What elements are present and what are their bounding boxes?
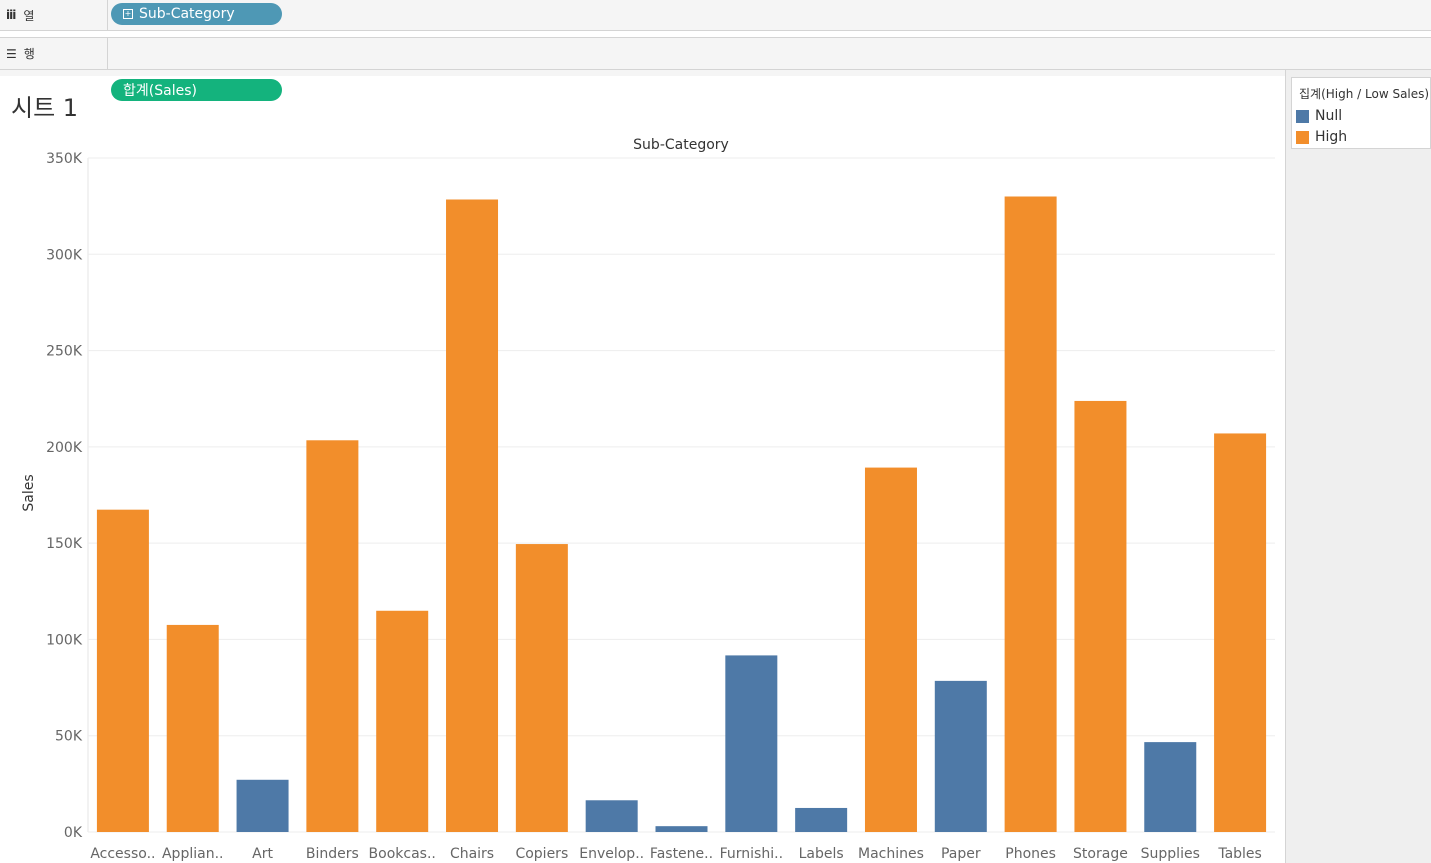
legend-item-null[interactable]: Null (1296, 108, 1342, 124)
bar-paper[interactable] (934, 680, 987, 832)
side-panel (1285, 70, 1431, 863)
x-tick-label: Envelop.. (579, 846, 644, 862)
bar-bookcas[interactable] (376, 610, 429, 832)
plus-box-icon[interactable]: + (123, 9, 133, 19)
bar-furnishi[interactable] (725, 655, 778, 832)
legend-label-high: High (1315, 129, 1348, 145)
legend-swatch-high (1296, 130, 1309, 144)
x-tick-label: Paper (941, 846, 981, 862)
bar-copiers[interactable] (515, 544, 568, 832)
sub-category-pill-label: Sub-Category (139, 6, 235, 22)
x-tick-label: Machines (858, 846, 924, 862)
x-tick-label: Binders (306, 846, 359, 862)
y-tick-label: 150K (46, 536, 83, 552)
rows-label: 행 (23, 47, 35, 61)
bar-supplies[interactable] (1144, 742, 1197, 832)
bar-tables[interactable] (1214, 433, 1267, 832)
bar-machines[interactable] (864, 467, 917, 832)
legend-swatch-null (1296, 109, 1309, 123)
bar-envelop[interactable] (585, 800, 638, 832)
y-tick-label: 250K (46, 344, 83, 360)
x-tick-label: Bookcas.. (369, 846, 436, 862)
rows-shelf-label: ☰ 행 (0, 38, 108, 69)
x-axis-ticks: Accesso.. Applian.. Art Binders Bookcas.. Cha… (90, 846, 1262, 862)
y-tick-label: 300K (46, 247, 83, 263)
bar-phones[interactable] (1004, 196, 1057, 833)
legend-title: 집계(High / Low Sales) (1299, 87, 1430, 101)
x-tick-label: Storage (1073, 846, 1128, 862)
x-tick-label: Supplies (1141, 846, 1200, 862)
rows-shelf: ☰ 행 합계(Sales) (0, 37, 1431, 101)
columns-icon: iii (6, 8, 16, 22)
y-axis-label: Sales (21, 474, 37, 511)
x-tick-label: Copiers (515, 846, 568, 862)
sum-sales-pill-label: 합계(Sales) (123, 83, 197, 99)
y-tick-label: 0K (64, 825, 83, 841)
x-tick-label: Accesso.. (90, 846, 155, 862)
x-tick-label: Applian.. (162, 846, 223, 862)
x-tick-label: Tables (1217, 846, 1262, 862)
sum-sales-pill[interactable]: 합계(Sales) (111, 79, 282, 101)
legend-item-high[interactable]: High (1296, 129, 1347, 145)
columns-label: 열 (23, 8, 35, 23)
y-tick-label: 50K (55, 729, 83, 745)
x-tick-label: Furnishi.. (720, 846, 783, 862)
columns-shelf: iii 열 + Sub-Category (0, 0, 1431, 31)
chart-title: Sub-Category (633, 137, 729, 153)
bars (96, 196, 1267, 833)
bar-chairs[interactable] (446, 199, 499, 832)
y-tick-label: 200K (46, 440, 83, 456)
color-legend[interactable]: 집계(High / Low Sales) Null High (1291, 77, 1431, 149)
y-axis-ticks: 0K 50K 100K 150K 200K 250K 300K 350K (46, 151, 83, 841)
x-tick-label: Labels (799, 846, 844, 862)
bar-binders[interactable] (306, 440, 359, 832)
x-tick-label: Art (252, 846, 273, 862)
y-tick-label: 100K (46, 632, 83, 648)
bar-fastene[interactable] (655, 826, 708, 832)
bar-chart: Sub-Category Sales 0K 50K 100K 150K 200K 250K… (21, 137, 1275, 862)
y-tick-label: 350K (46, 151, 83, 167)
bar-art[interactable] (236, 779, 289, 832)
bar-applian[interactable] (166, 624, 219, 832)
legend-label-null: Null (1315, 108, 1343, 124)
bar-storage[interactable] (1074, 400, 1127, 832)
sheet-title: 시트 1 (11, 94, 79, 122)
x-tick-label: Phones (1005, 846, 1056, 862)
x-tick-label: Fastene.. (650, 846, 713, 862)
bar-labels[interactable] (795, 807, 848, 832)
rows-icon: ☰ (6, 46, 17, 61)
sub-category-pill[interactable]: + Sub-Category (111, 3, 282, 25)
bar-accesso[interactable] (96, 509, 149, 832)
columns-shelf-label: iii 열 (0, 0, 108, 30)
x-tick-label: Chairs (450, 846, 494, 862)
